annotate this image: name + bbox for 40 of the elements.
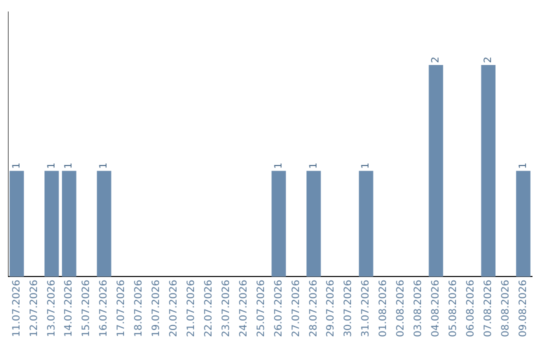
x-tick-label: 22.07.2026: [203, 280, 214, 338]
x-tick-label: 23.07.2026: [220, 280, 232, 338]
x-tick-label: 25.07.2026: [256, 280, 267, 338]
x-tick-label: 02.08.2026: [396, 280, 407, 338]
data-label: 2: [482, 56, 494, 63]
x-tick-label: 24.07.2026: [238, 280, 250, 338]
x-tick-label: 04.08.2026: [430, 280, 442, 338]
x-tick-label: 19.07.2026: [151, 280, 162, 338]
x-tick-label: 28.07.2026: [308, 280, 320, 338]
x-tick-label: 01.08.2026: [378, 280, 390, 338]
x-tick-label: 14.07.2026: [64, 280, 75, 338]
data-label: 1: [360, 162, 372, 169]
x-tick-label: 13.07.2026: [46, 280, 58, 338]
x-tick-label: 30.07.2026: [343, 280, 354, 338]
x-tick-label: 09.08.2026: [518, 280, 529, 338]
x-tick-label: 08.08.2026: [500, 280, 512, 338]
x-tick-label: 12.07.2026: [28, 280, 40, 338]
data-label: 2: [430, 56, 442, 63]
data-label: 1: [518, 162, 529, 169]
x-tick-label: 16.07.2026: [98, 280, 110, 338]
x-tick-label: 06.08.2026: [465, 280, 476, 338]
data-label: 1: [308, 162, 320, 169]
data-label: 1: [11, 162, 22, 169]
data-label: 1: [98, 162, 110, 169]
x-tick-label: 26.07.2026: [273, 280, 284, 338]
data-label: 1: [273, 162, 284, 169]
x-tick-label: 11.07.2026: [11, 280, 22, 338]
x-tick-label: 21.07.2026: [186, 280, 197, 338]
x-tick-label: 07.08.2026: [482, 280, 494, 338]
x-tick-label: 15.07.2026: [81, 280, 92, 338]
x-tick-label: 20.07.2026: [168, 280, 180, 338]
data-label: 1: [64, 162, 75, 169]
x-tick-label: 18.07.2026: [134, 280, 145, 338]
x-tick-label: 17.07.2026: [116, 280, 128, 338]
x-tick-label: 31.07.2026: [360, 280, 372, 338]
data-label: 1: [46, 162, 58, 169]
x-tick-label: 29.07.2026: [326, 280, 337, 338]
x-tick-label: 05.08.2026: [448, 280, 459, 338]
x-tick-label: 03.08.2026: [413, 280, 424, 338]
x-tick-label: 27.07.2026: [290, 280, 302, 338]
